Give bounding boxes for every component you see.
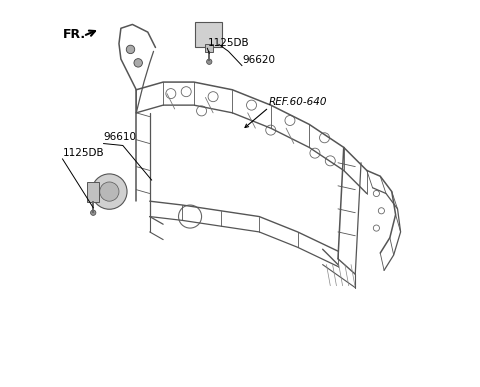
Circle shape [126, 45, 135, 54]
Text: REF.60-640: REF.60-640 [269, 97, 327, 107]
Circle shape [92, 174, 127, 209]
FancyBboxPatch shape [195, 22, 222, 47]
Circle shape [100, 182, 119, 201]
Circle shape [134, 59, 143, 67]
FancyBboxPatch shape [87, 182, 99, 202]
Text: 1125DB: 1125DB [62, 148, 104, 158]
FancyBboxPatch shape [205, 44, 214, 53]
Text: 96620: 96620 [242, 55, 275, 65]
Text: 1125DB: 1125DB [207, 38, 249, 48]
Circle shape [91, 210, 96, 216]
Circle shape [206, 59, 212, 64]
Text: 96610: 96610 [104, 132, 137, 142]
Text: FR.: FR. [62, 27, 85, 41]
